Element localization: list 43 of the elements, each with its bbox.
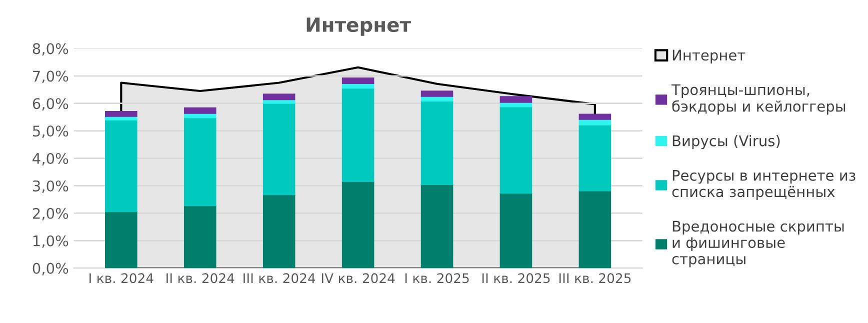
x-tick-label: IV кв. 2024: [322, 273, 395, 284]
x-tick-label: III кв. 2024: [244, 273, 316, 284]
bar: [105, 110, 138, 117]
bar: [262, 194, 296, 268]
y-tick-label: 4,0%: [32, 152, 68, 166]
y-tick-label: 1,0%: [33, 235, 68, 248]
y-tick-label: 2,0%: [32, 208, 68, 220]
y-tick-label: 5,0%: [32, 126, 68, 138]
x-tick-label: III кв. 2025: [559, 273, 631, 284]
bar: [105, 211, 138, 268]
bar: [262, 94, 296, 100]
legend-label: Ресурсы в интернете из списка запрещённых: [672, 170, 856, 200]
y-tick-label: 7,0%: [33, 70, 68, 84]
bar: [420, 184, 454, 268]
bar: [500, 106, 532, 194]
y-tick-label: 8,0%: [32, 43, 68, 56]
bar: [578, 114, 612, 120]
legend-label: Интернет: [672, 50, 746, 64]
legend-label: Вирусы (Virus): [672, 135, 780, 150]
bar: [342, 88, 374, 182]
y-tick-label: 0,0%: [32, 262, 68, 276]
x-tick-label: I кв. 2024: [90, 273, 154, 284]
legend-label: Троянцы-шпионы, бэкдоры и кейлоггеры: [671, 84, 846, 115]
chart-title: Интернет: [306, 18, 411, 36]
bar: [184, 118, 216, 206]
legend-label: Вредоносные скрипты и фишинговые страницы: [672, 220, 844, 268]
x-tick-label: II кв. 2024: [166, 273, 234, 284]
bar: [184, 107, 216, 114]
bar: [500, 193, 532, 268]
bar: [420, 90, 454, 97]
bar: [578, 190, 612, 268]
x-tick-label: I кв. 2025: [405, 273, 469, 284]
x-tick-label: II кв. 2025: [482, 273, 550, 284]
bar: [578, 124, 612, 192]
bar: [262, 103, 296, 196]
y-tick-label: 6,0%: [32, 98, 68, 111]
bar: [342, 77, 374, 84]
bar: [420, 100, 454, 185]
y-tick-label: 3,0%: [32, 180, 68, 193]
bar: [105, 120, 138, 212]
bar: [500, 96, 532, 103]
bar: [342, 181, 374, 268]
bar: [184, 205, 216, 268]
